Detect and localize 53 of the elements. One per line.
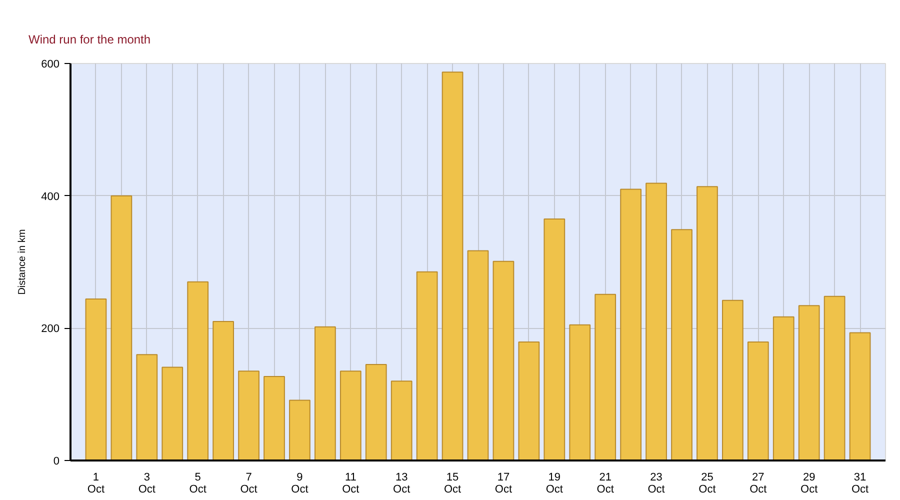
bar [824,296,846,460]
y-tick-label: 400 [41,190,60,203]
bar [390,380,412,460]
bar [467,250,489,460]
bar [264,376,285,460]
bar [594,294,616,460]
x-tick-label: 5 Oct [189,472,206,496]
bar [544,218,566,460]
bar [646,182,667,460]
x-tick-label: 31 Oct [851,472,869,496]
x-tick-label: 25 Oct [698,472,716,496]
bar [671,229,692,460]
x-tick-label: 15 Oct [444,472,462,496]
bar [492,260,514,460]
bar [187,281,209,460]
bar [518,342,540,460]
bar [747,342,769,460]
bar [696,186,718,460]
bar [238,370,260,460]
bar [136,354,158,460]
bar [772,316,794,460]
x-tick-label: 19 Oct [546,472,563,496]
bar [340,370,362,460]
x-tick-label: 27 Oct [750,472,767,496]
bar [442,72,464,460]
bar [110,195,132,460]
x-tick-label: 1 Oct [87,472,105,496]
x-tick-label: 13 Oct [393,472,410,496]
bar [722,300,744,460]
x-tick-label: 9 Oct [291,472,308,496]
bar [620,188,642,460]
x-tick-label: 21 Oct [596,472,614,496]
bar [85,298,107,460]
bar [314,326,336,460]
y-axis-title: Distance in km [17,229,28,295]
y-tick-label: 600 [41,58,60,70]
bar [849,332,871,460]
bar [416,271,438,460]
x-tick-label: 11 Oct [342,472,360,496]
bar [569,324,591,460]
bar [212,321,234,460]
y-tick-label: 200 [41,323,60,336]
x-tick-label: 7 Oct [240,472,258,496]
bar [798,305,820,460]
bar [162,366,184,460]
y-tick-label: 0 [53,456,60,468]
bar [289,400,310,460]
bar [365,364,387,460]
x-tick-label: 29 Oct [800,472,818,496]
x-tick-label: 17 Oct [494,472,512,496]
x-tick-label: 3 Oct [138,472,156,496]
x-tick-label: 23 Oct [648,472,665,496]
chart-title: Wind run for the month [28,32,151,46]
